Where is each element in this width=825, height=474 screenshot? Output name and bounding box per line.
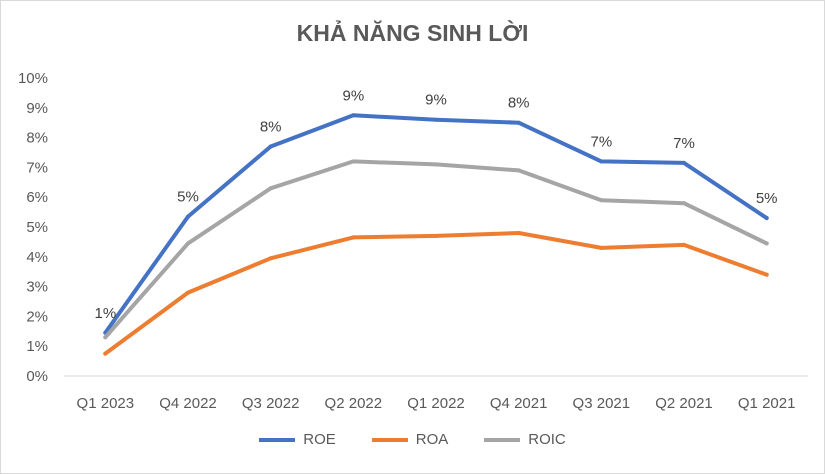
x-tick-label: Q2 2021 bbox=[655, 395, 713, 412]
data-point-roa bbox=[682, 242, 686, 247]
data-point-roa bbox=[103, 351, 108, 356]
x-tick-label: Q3 2021 bbox=[573, 395, 631, 412]
legend-swatch bbox=[259, 437, 296, 442]
x-tick-label: Q1 2023 bbox=[77, 395, 135, 412]
legend-swatch bbox=[484, 437, 521, 442]
legend-item-roe: ROE bbox=[259, 431, 336, 448]
data-point-roic bbox=[682, 201, 686, 206]
data-point-roa bbox=[599, 245, 604, 250]
data-point-roe bbox=[682, 160, 686, 165]
data-label: 9% bbox=[425, 92, 447, 109]
data-point-roa bbox=[516, 230, 521, 235]
y-tick-label: 5% bbox=[26, 219, 48, 236]
y-tick-label: 6% bbox=[26, 189, 48, 206]
x-tick-label: Q1 2021 bbox=[738, 395, 796, 412]
data-point-roic bbox=[351, 159, 356, 164]
data-point-roa bbox=[434, 233, 438, 238]
data-labels: 1% 5% 8% 9% 9% 8% 7% 7% 5% bbox=[94, 87, 777, 322]
x-axis: Q1 2023 Q4 2022 Q3 2022 Q2 2022 Q1 2022 Q4 20… bbox=[77, 395, 796, 412]
data-label: 8% bbox=[260, 119, 282, 136]
data-label: 8% bbox=[508, 95, 530, 112]
data-point-roe bbox=[764, 216, 769, 221]
data-point-roa bbox=[268, 256, 273, 261]
data-point-roe bbox=[268, 144, 273, 149]
data-label: 1% bbox=[94, 305, 116, 322]
data-label: 7% bbox=[673, 135, 695, 152]
y-tick-label: 10% bbox=[18, 70, 48, 87]
data-point-roic bbox=[268, 186, 273, 191]
y-tick-label: 1% bbox=[26, 338, 48, 355]
data-point-roic bbox=[103, 335, 108, 340]
data-point-roic bbox=[599, 198, 604, 203]
legend-swatch bbox=[371, 437, 408, 442]
x-tick-label: Q4 2022 bbox=[159, 395, 217, 412]
data-point-roe bbox=[599, 159, 604, 164]
data-point-roic bbox=[516, 168, 521, 173]
x-tick-label: Q2 2022 bbox=[325, 395, 383, 412]
y-tick-label: 7% bbox=[26, 159, 48, 176]
data-point-roic bbox=[434, 162, 438, 167]
data-point-roa bbox=[351, 235, 356, 240]
legend-label: ROA bbox=[415, 431, 449, 448]
y-axis: 0% 1% 2% 3% 4% 5% 6% 7% 8% 9% 10% bbox=[18, 70, 48, 385]
data-label: 9% bbox=[342, 87, 364, 104]
legend-item-roic: ROIC bbox=[484, 431, 566, 448]
legend-label: ROE bbox=[303, 431, 336, 448]
chart-title: KHẢ NĂNG SINH LỜI bbox=[296, 20, 529, 46]
data-point-roe bbox=[516, 120, 521, 125]
series-line-roa bbox=[103, 231, 769, 356]
series-line-roic bbox=[103, 159, 769, 340]
data-point-roa bbox=[764, 272, 769, 277]
legend-label: ROIC bbox=[528, 431, 566, 448]
data-label: 5% bbox=[756, 190, 778, 207]
y-tick-label: 3% bbox=[26, 279, 48, 296]
y-tick-label: 0% bbox=[26, 368, 48, 385]
data-point-roe bbox=[186, 214, 190, 219]
data-label: 5% bbox=[177, 189, 199, 206]
y-tick-label: 2% bbox=[26, 308, 48, 325]
data-point-roic bbox=[186, 241, 190, 246]
y-tick-label: 4% bbox=[26, 249, 48, 266]
data-point-roic bbox=[764, 241, 769, 246]
series-line-roe bbox=[103, 113, 769, 335]
y-tick-label: 9% bbox=[26, 100, 48, 117]
series-lines bbox=[103, 113, 769, 356]
x-tick-label: Q4 2021 bbox=[490, 395, 548, 412]
data-point-roe bbox=[434, 117, 438, 122]
data-label: 7% bbox=[590, 133, 612, 150]
legend: ROE ROA ROIC bbox=[0, 431, 825, 448]
y-tick-label: 8% bbox=[26, 130, 48, 147]
x-tick-label: Q3 2022 bbox=[242, 395, 300, 412]
data-point-roe bbox=[351, 113, 356, 118]
data-point-roa bbox=[186, 290, 190, 295]
legend-item-roa: ROA bbox=[371, 431, 449, 448]
x-tick-label: Q1 2022 bbox=[407, 395, 465, 412]
